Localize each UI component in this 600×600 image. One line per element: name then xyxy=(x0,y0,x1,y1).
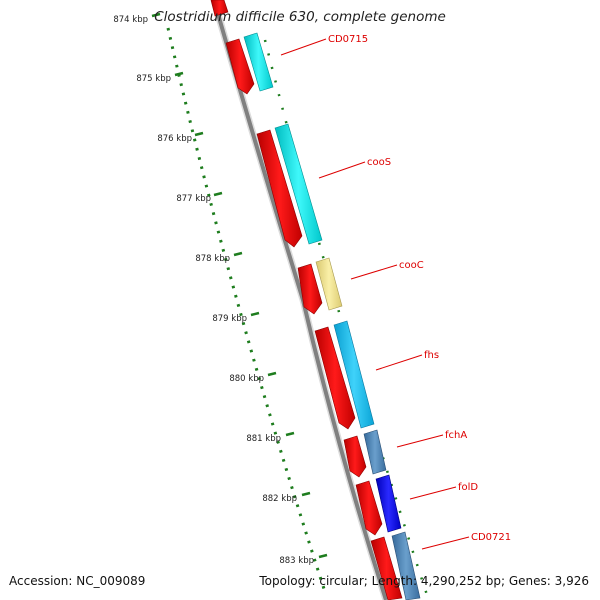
scale-label-878: 878 kbp xyxy=(195,254,230,264)
cds-arrow xyxy=(343,435,367,478)
cds-cd0715-bar xyxy=(243,32,274,92)
cds-arrow xyxy=(210,0,229,17)
gene-label-fhs: fhs xyxy=(424,350,439,361)
scale-label-879: 879 kbp xyxy=(212,314,247,324)
scale-label-880: 880 kbp xyxy=(229,374,264,384)
scale-label-883: 883 kbp xyxy=(279,556,314,566)
gene-label-cd0721: CD0721 xyxy=(471,532,511,543)
leader-fhs xyxy=(375,354,423,371)
gene-label-coos: cooS xyxy=(367,157,391,168)
scale-label-882: 882 kbp xyxy=(262,494,297,504)
scale-tick xyxy=(151,12,161,18)
cds-arrow xyxy=(256,129,303,248)
gene-label-fcha: fchA xyxy=(445,430,467,441)
leader-fcha xyxy=(396,434,444,448)
cog-track xyxy=(243,32,421,600)
gene-label-fold: folD xyxy=(458,482,478,493)
scale-tick xyxy=(250,311,260,317)
cds-arrow xyxy=(225,38,255,95)
scale-label-877: 877 kbp xyxy=(176,194,211,204)
scale-label-876: 876 kbp xyxy=(157,134,192,144)
cds-cd0721-bar xyxy=(391,531,421,600)
leader-coos xyxy=(318,161,366,179)
cds-cooc-bar xyxy=(315,257,343,311)
cds-arrow xyxy=(370,536,403,600)
accession-label: Accession: NC_009089 xyxy=(9,574,146,588)
feature-track xyxy=(263,39,430,599)
cds-arrow xyxy=(355,480,383,536)
scale-label-881: 881 kbp xyxy=(246,434,281,444)
cds-coos-bar xyxy=(274,123,323,245)
cds-fhs-bar xyxy=(333,320,375,429)
genome-summary: Topology: circular; Length: 4,290,252 bp… xyxy=(259,574,589,588)
scale-tick xyxy=(301,491,311,497)
gene-label-cd0715: CD0715 xyxy=(328,34,368,45)
scale-label-874: 874 kbp xyxy=(113,15,148,25)
scale-tick xyxy=(318,553,328,559)
cds-fcha-bar xyxy=(363,429,387,475)
scale-label-875: 875 kbp xyxy=(136,74,171,84)
scale-tick xyxy=(285,431,295,437)
cds-fold-bar xyxy=(375,474,402,533)
leader-fold xyxy=(409,486,457,500)
scale-tick xyxy=(174,71,184,77)
cds-arrow xyxy=(314,326,356,430)
map-title: Clostridium difficile 630, complete geno… xyxy=(154,9,446,25)
scale-tick xyxy=(213,191,223,197)
leader-cooc xyxy=(350,264,398,280)
leader-cd0715 xyxy=(280,38,327,56)
gene-label-cooc: cooC xyxy=(399,260,424,271)
cds-arrow xyxy=(297,263,323,315)
scale-tick xyxy=(267,371,277,377)
scale-tick xyxy=(233,251,243,257)
scale-tick xyxy=(194,131,204,137)
scale-track xyxy=(166,27,328,596)
leader-cd0721 xyxy=(421,536,470,550)
cds-track xyxy=(210,0,403,600)
scale-ticks xyxy=(151,12,328,559)
label-leaders xyxy=(280,38,470,550)
